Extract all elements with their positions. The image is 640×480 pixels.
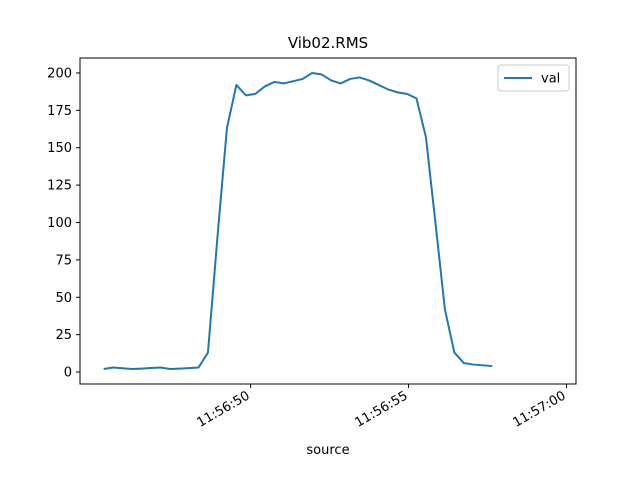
plot-frame <box>79 57 577 385</box>
x-axis-label: source <box>306 443 349 458</box>
chart-title: Vib02.RMS <box>288 34 368 52</box>
y-tick-label: 0 <box>64 366 72 381</box>
y-tick-label: 125 <box>47 179 72 194</box>
y-tick-label: 25 <box>55 328 72 343</box>
legend-label: val <box>541 72 560 87</box>
y-axis: 0 25 50 75 100 125 150 175 200 <box>47 66 80 381</box>
y-tick-label: 175 <box>47 104 72 119</box>
y-tick-label: 100 <box>47 216 72 231</box>
legend: val <box>497 64 570 92</box>
x-tick-label: 11:56:50 <box>195 388 253 430</box>
y-tick-label: 200 <box>47 66 72 81</box>
series-line-val <box>103 71 493 371</box>
x-tick-label: 11:56:55 <box>352 388 410 430</box>
x-tick-label: 11:57:00 <box>510 388 568 430</box>
y-tick-label: 50 <box>55 291 72 306</box>
y-tick-label: 150 <box>47 141 72 156</box>
plot-area <box>103 71 493 371</box>
legend-box <box>497 64 570 92</box>
x-axis: 11:56:50 11:56:55 11:57:00 <box>195 384 569 431</box>
y-tick-label: 75 <box>55 253 72 268</box>
